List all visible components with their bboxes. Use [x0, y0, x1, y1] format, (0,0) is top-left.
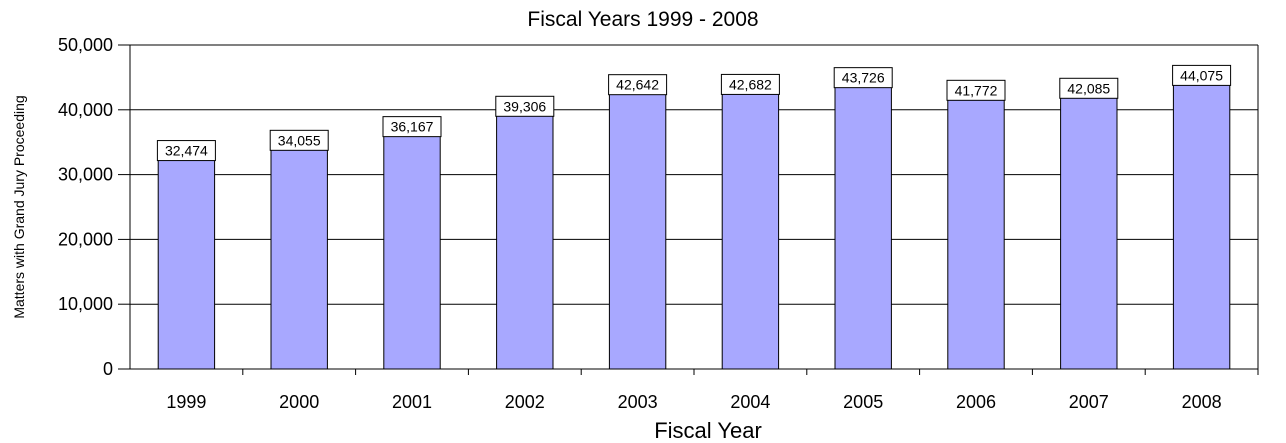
bar	[947, 97, 1005, 370]
data-label-box	[833, 67, 893, 89]
y-tick-label: 50,000	[58, 35, 113, 55]
y-tick-label: 10,000	[58, 294, 113, 314]
data-label-box	[156, 140, 216, 162]
data-label: 36,167	[391, 119, 434, 135]
data-label: 43,726	[842, 70, 885, 86]
data-labels: 32,474 34,055 36,167 39,306 42,642 42,682 43,7…	[156, 64, 1232, 162]
data-label: 42,682	[729, 76, 772, 92]
x-tick-label: 2002	[505, 392, 545, 412]
data-label: 39,306	[503, 98, 546, 114]
bar	[721, 91, 780, 370]
bar	[270, 147, 328, 370]
x-tick-label: 2000	[279, 392, 319, 412]
x-tick-label: 2001	[392, 392, 432, 412]
y-tick-label: 40,000	[58, 100, 113, 120]
bar	[383, 134, 441, 370]
x-tick-label: 1999	[166, 392, 206, 412]
x-tick-label: 2008	[1182, 392, 1222, 412]
bar	[608, 92, 667, 370]
data-label: 44,075	[1180, 67, 1223, 83]
x-tick-label: 2005	[843, 392, 883, 412]
x-tick-label: 2004	[730, 392, 770, 412]
x-tick-label: 2007	[1069, 392, 1109, 412]
y-tick-label: 20,000	[58, 229, 113, 249]
y-axis-label: Matters with Grand Jury Proceeding	[11, 95, 27, 318]
bar	[1172, 82, 1231, 370]
chart-title: Fiscal Years 1999 - 2008	[527, 8, 758, 31]
data-label-box	[608, 74, 668, 96]
bar	[834, 85, 892, 370]
bar	[496, 113, 554, 370]
x-axis-label: Fiscal Year	[654, 418, 762, 443]
data-label: 34,055	[278, 132, 321, 148]
data-label-box	[946, 79, 1006, 101]
bars	[157, 82, 1231, 370]
data-label-box	[495, 95, 555, 117]
axes: 0 10,000 20,000 30,000 40,000 50,000 1999 2000 2…	[58, 35, 1259, 412]
y-tick-label: 30,000	[58, 165, 113, 185]
y-tick-label: 0	[103, 359, 113, 379]
data-label: 41,772	[955, 82, 998, 98]
data-label-box	[382, 116, 442, 138]
data-label: 32,474	[165, 143, 208, 159]
data-label: 42,642	[616, 77, 659, 93]
data-label-box	[1172, 64, 1232, 86]
data-label-box	[1059, 77, 1119, 99]
bar	[1060, 95, 1118, 370]
data-label: 42,085	[1067, 80, 1110, 96]
data-label-box	[269, 129, 329, 151]
x-tick-label: 2003	[618, 392, 658, 412]
bar	[157, 158, 216, 370]
data-label-box	[720, 73, 780, 95]
x-tick-label: 2006	[956, 392, 996, 412]
